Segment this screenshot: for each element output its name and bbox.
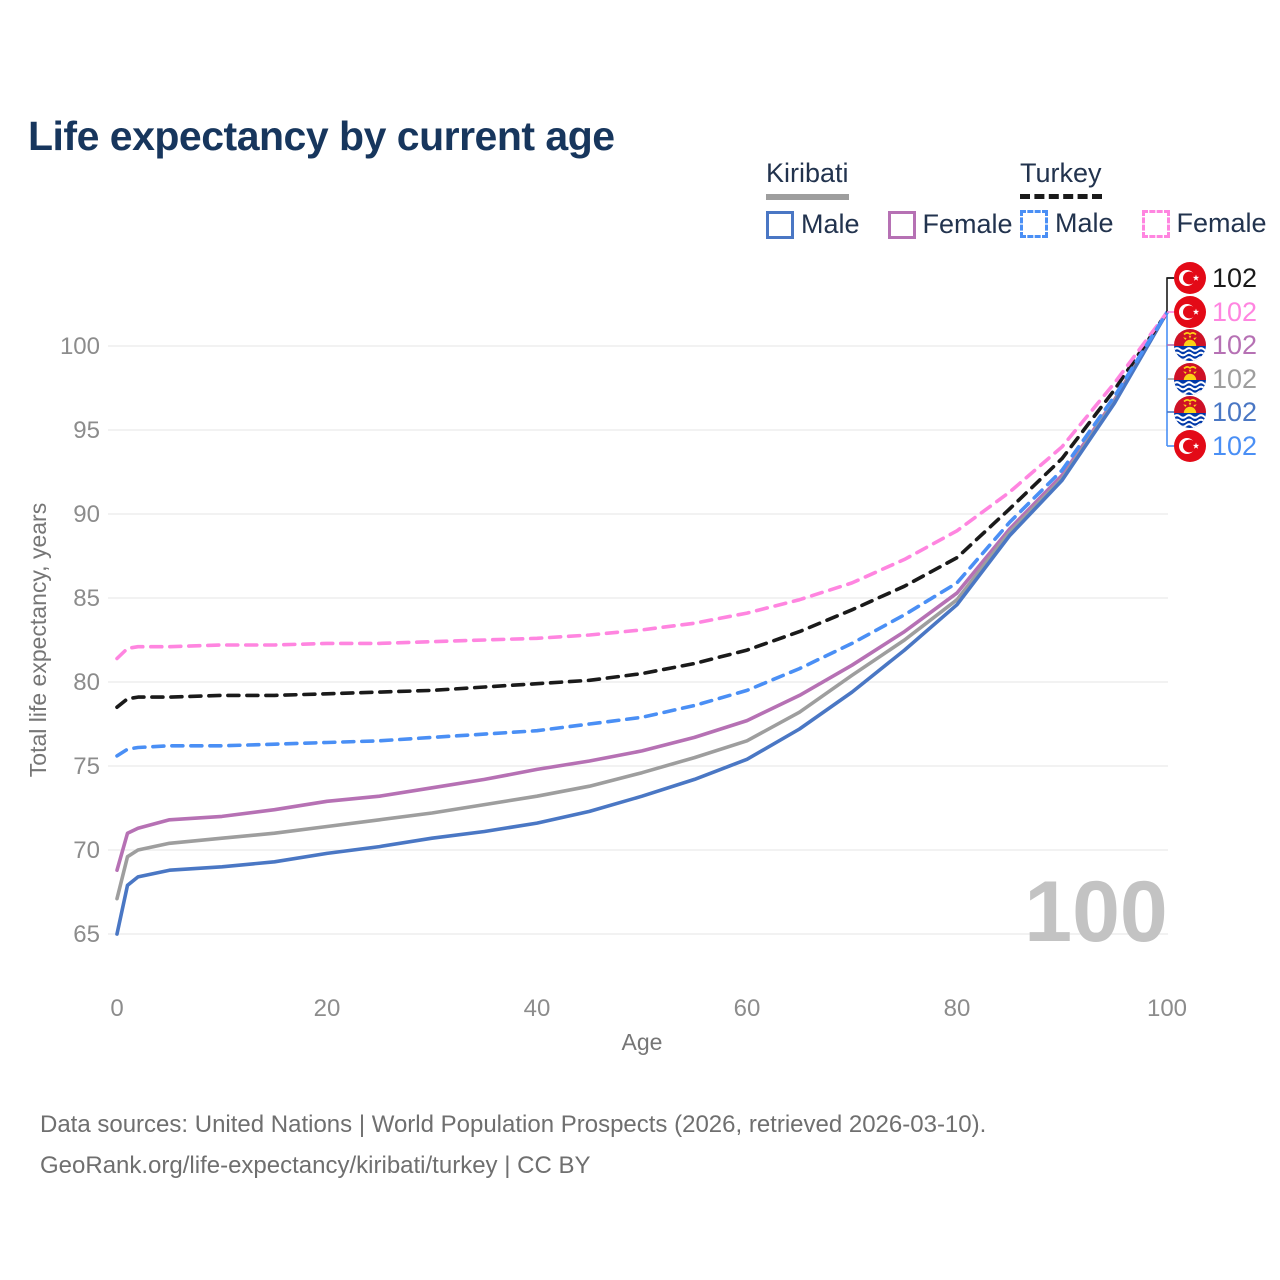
legend-item-turkey-female[interactable]: Female: [1141, 208, 1267, 239]
end-value-label-kiribati-male: 102: [1212, 397, 1257, 427]
legend-group-kiribati: Kiribati Male Female: [766, 158, 1013, 240]
x-tick-label: 20: [314, 995, 341, 1022]
end-value-label-kiribati-female: 102: [1212, 330, 1257, 360]
page-title: Life expectancy by current age: [28, 113, 615, 160]
end-value-label-turkey-male: 102: [1212, 431, 1257, 461]
y-tick-label: 100: [60, 333, 100, 360]
end-value-label-turkey-female: 102: [1212, 297, 1257, 327]
x-axis-title: Age: [622, 1029, 663, 1055]
turkey-flag-icon: [1174, 262, 1206, 294]
y-tick-label: 85: [73, 585, 100, 612]
end-value-label-kiribati-both: 102: [1212, 364, 1257, 394]
legend-label: Male: [1055, 208, 1114, 238]
x-tick-label: 80: [944, 995, 971, 1022]
legend-item-kiribati-male[interactable]: Male: [766, 209, 860, 240]
legend-item-turkey-male[interactable]: Male: [1020, 208, 1114, 239]
y-axis-title: Total life expectancy, years: [25, 503, 51, 777]
series-layer: [115, 310, 1169, 936]
series-line-turkey-female: [115, 310, 1169, 661]
x-tick-label: 60: [734, 995, 761, 1022]
legend-group-turkey: Turkey Male Female: [1020, 158, 1267, 239]
current-age-watermark: 100: [1024, 864, 1168, 960]
kiribati-male-swatch-icon: [766, 210, 794, 239]
y-tick-label: 80: [73, 669, 100, 696]
legend-label: Female: [1176, 208, 1267, 238]
x-tick-label: 40: [524, 995, 551, 1022]
footer: Data sources: United Nations | World Pop…: [40, 1104, 986, 1186]
x-tick-label: 100: [1147, 995, 1187, 1022]
kiribati-flag-icon: [1174, 396, 1210, 428]
legend-country-kiribati[interactable]: Kiribati: [766, 158, 849, 200]
gridlines: [108, 345, 1168, 935]
y-tick-label: 70: [73, 837, 100, 864]
turkey-flag-icon: [1174, 430, 1206, 462]
legend-label: Female: [922, 209, 1013, 239]
series-line-kiribati-both: [115, 310, 1169, 901]
legend-items-turkey: Male Female: [1020, 208, 1267, 239]
y-tick-label: 75: [73, 753, 100, 780]
turkey-female-swatch-icon: [1141, 209, 1170, 238]
y-tick-label: 95: [73, 417, 100, 444]
y-tick-label: 90: [73, 501, 100, 528]
marker-connector-top: [1166, 277, 1174, 313]
turkey-flag-icon: [1174, 296, 1206, 328]
data-sources-text: Data sources: United Nations | World Pop…: [40, 1111, 987, 1138]
legend-items-kiribati: Male Female: [766, 209, 1013, 240]
x-axis: 0 20 40 60 80 100 Age: [110, 995, 1187, 1055]
y-tick-label: 65: [73, 921, 100, 948]
y-axis: 100 95 90 85 80 75 70 65 Total life expe…: [25, 333, 100, 948]
series-line-turkey-male: [115, 310, 1169, 758]
kiribati-flag-icon: [1174, 363, 1210, 395]
legend-item-kiribati-female[interactable]: Female: [887, 209, 1013, 240]
kiribati-female-swatch-icon: [887, 210, 916, 239]
series-line-kiribati-female: [115, 310, 1169, 873]
kiribati-flag-icon: [1174, 329, 1210, 361]
attribution-text: GeoRank.org/life-expectancy/kiribati/tur…: [40, 1152, 591, 1179]
series-line-turkey-both: [115, 310, 1169, 710]
legend-label: Male: [801, 209, 860, 239]
series-line-kiribati-male: [115, 310, 1169, 936]
turkey-male-swatch-icon: [1020, 209, 1048, 238]
end-value-label-turkey-both: 102: [1212, 263, 1257, 293]
legend-country-turkey[interactable]: Turkey: [1020, 158, 1102, 199]
x-tick-label: 0: [110, 995, 123, 1022]
